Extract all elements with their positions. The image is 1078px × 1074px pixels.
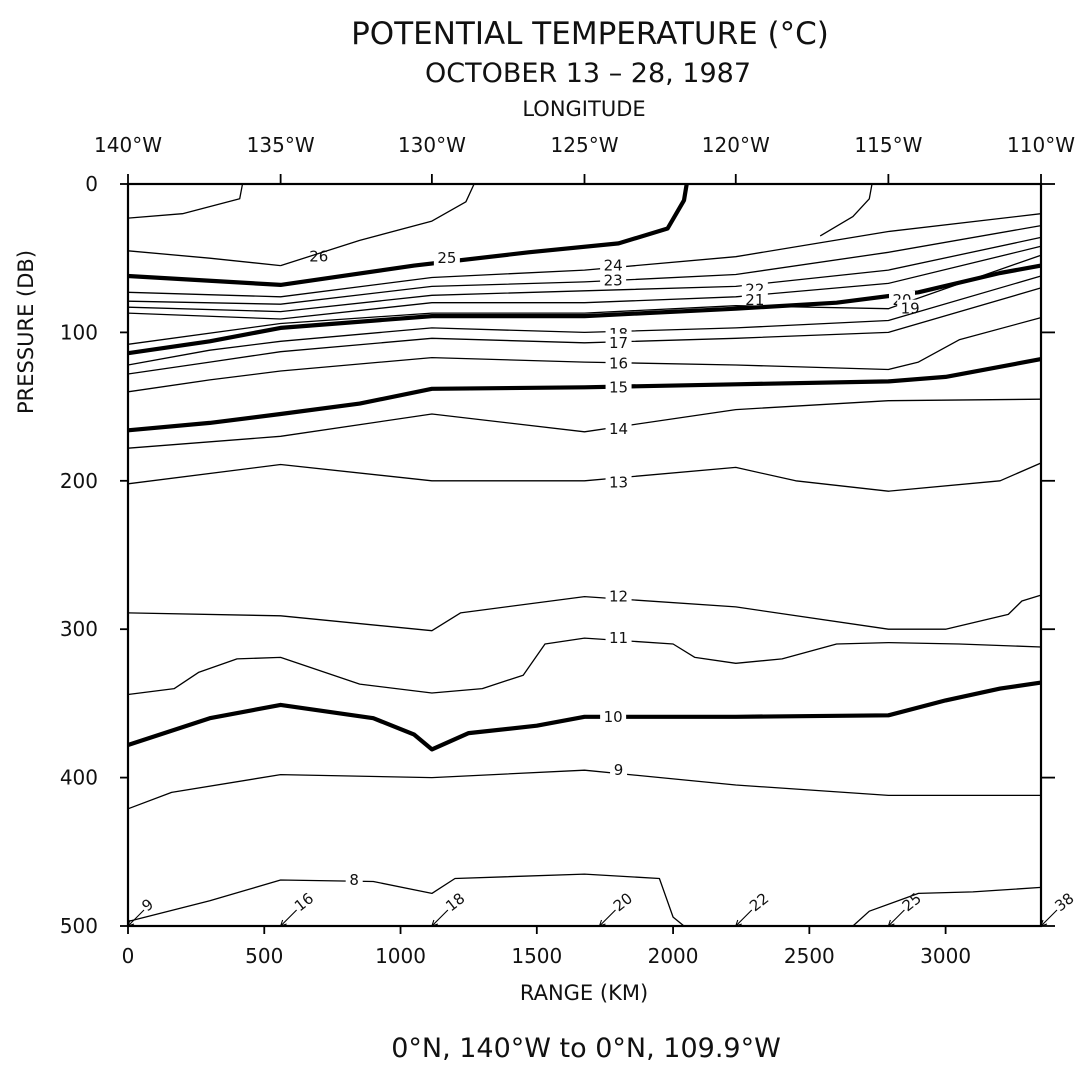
contour-label-19: 19 [901, 300, 920, 318]
contour-label-9: 9 [614, 761, 624, 779]
isotherm-25 [127, 183, 689, 287]
x-axis-label: RANGE (KM) [520, 981, 648, 1005]
contour-label-bg [605, 333, 632, 352]
x-tick-label: 500 [245, 944, 283, 968]
isotherm-17 [127, 287, 1042, 375]
isotherm-10 [127, 680, 1042, 752]
isotherm-13 [127, 462, 1042, 492]
contour-label-12: 12 [609, 588, 628, 606]
isotherm-12 [127, 594, 1042, 632]
contour-label-17: 17 [609, 334, 628, 352]
station-marker [280, 909, 298, 927]
contour-label-bg [600, 256, 627, 275]
isotherm-19 [127, 254, 1042, 345]
contour-label-bg [345, 870, 363, 889]
isotherm-26 [127, 250, 281, 267]
isotherm-15 [127, 357, 1042, 433]
isotherm-11 [127, 637, 1042, 696]
y-axis-label: PRESSURE (DB) [14, 250, 38, 414]
y-tick-label: 100 [60, 320, 98, 344]
isotherm-22 [127, 236, 1042, 313]
contour-label-26: 26 [309, 248, 328, 266]
x-tick-label: 2500 [784, 944, 835, 968]
x-tick-label: 2000 [648, 944, 699, 968]
x-tick-label: 1500 [511, 944, 562, 968]
y-tick-label: 400 [60, 766, 98, 790]
top-tick-label: 135°W [247, 133, 315, 157]
contour-label-16: 16 [609, 355, 628, 373]
isotherm-26 [127, 183, 244, 219]
y-tick-label: 200 [60, 469, 98, 493]
station-marker [887, 909, 905, 927]
contour-label-11: 11 [609, 629, 628, 647]
y-tick-label: 300 [60, 617, 98, 641]
top-axis-label: LONGITUDE [522, 97, 645, 121]
station-marker [599, 909, 616, 927]
y-tick-label: 500 [60, 914, 98, 938]
isotherm-26 [280, 183, 475, 267]
top-tick-label: 130°W [398, 133, 466, 157]
isotherm-14 [127, 398, 1042, 449]
isotherm-24 [127, 213, 1042, 298]
isotherm-26 [819, 183, 873, 237]
top-tick-label: 140°W [94, 133, 162, 157]
top-tick-label: 120°W [702, 133, 770, 157]
isotherm-20 [127, 263, 1042, 356]
x-tick-label: 1000 [375, 944, 426, 968]
top-tick-label: 110°W [1007, 133, 1075, 157]
x-tick-label: 3000 [920, 944, 971, 968]
contour-label-bg [600, 707, 627, 726]
isotherm-18 [127, 275, 1042, 366]
contour-label-25: 25 [437, 249, 456, 267]
contour-label-13: 13 [609, 473, 628, 491]
y-tick-label: 0 [85, 172, 98, 196]
station-marker [127, 909, 145, 927]
contour-label-bg [433, 249, 460, 268]
station-marker [735, 909, 753, 927]
contour-label-8: 8 [349, 871, 359, 889]
chart-title: POTENTIAL TEMPERATURE (°C) [351, 16, 829, 52]
isotherm-16 [127, 316, 1042, 393]
plot-frame [126, 182, 1043, 928]
x-tick-label: 0 [122, 944, 135, 968]
isotherm-9 [127, 769, 1041, 810]
contour-label-bg [605, 354, 632, 373]
chart-subtitle: OCTOBER 13 – 28, 1987 [425, 58, 751, 89]
contour-label-24: 24 [604, 257, 623, 275]
contour-label-bg [605, 419, 632, 438]
contour-label-15: 15 [609, 378, 628, 396]
station-marker [1040, 909, 1058, 927]
axes: 0 500 1000 1500 2000 2500 3000 0 100 200 300 400 500… [60, 133, 1078, 968]
contour-label-bg [605, 378, 632, 397]
contour-label-21: 21 [745, 291, 764, 309]
isotherm-23 [127, 224, 1042, 305]
contour-label-bg [605, 473, 632, 492]
isotherm-21 [127, 245, 1042, 320]
station-marker [431, 909, 449, 927]
contour-label-bg [600, 271, 627, 290]
top-tick-label: 115°W [854, 133, 922, 157]
contour-label-23: 23 [604, 271, 623, 289]
isotherm-8 [852, 886, 1042, 927]
contour-label-14: 14 [609, 420, 628, 438]
contour-label-bg [741, 290, 768, 309]
isotherm-8 [127, 873, 685, 927]
contour-label-10: 10 [604, 708, 623, 726]
footer-caption: 0°N, 140°W to 0°N, 109.9°W [391, 1033, 781, 1064]
top-tick-label: 125°W [551, 133, 619, 157]
contour-label-bg [897, 299, 924, 318]
contour-lines: 262524232221201918171615141312111098 [127, 183, 1042, 927]
contour-label-bg [605, 629, 632, 648]
contour-label-bg [605, 587, 632, 606]
contour-label-bg [610, 761, 628, 780]
contour-label-bg [305, 247, 332, 266]
